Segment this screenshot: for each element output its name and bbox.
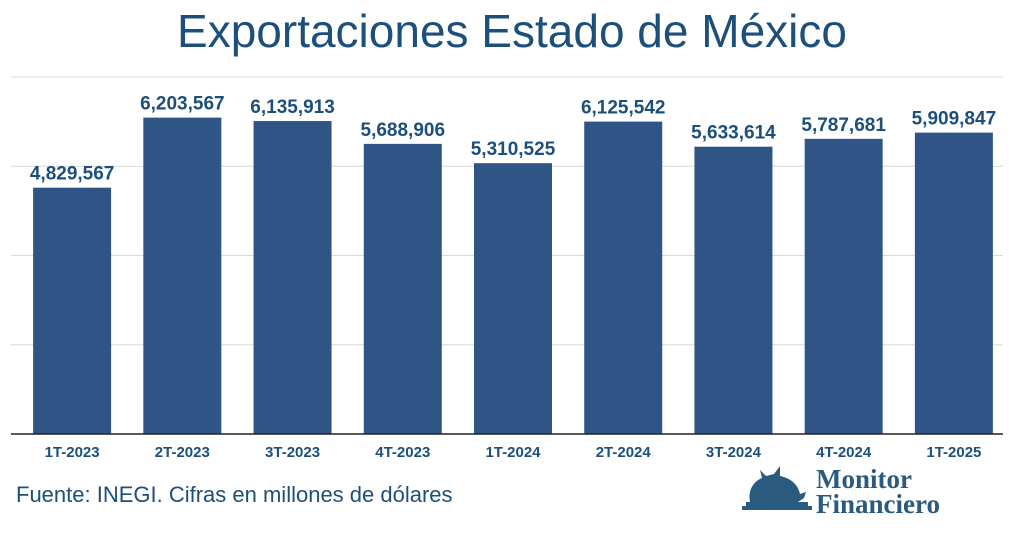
x-tick-label: 2T-2024 — [596, 444, 652, 461]
data-label: 4,829,567 — [30, 164, 115, 185]
bar — [33, 187, 112, 434]
bar — [253, 121, 332, 435]
data-label: 5,633,614 — [691, 123, 776, 144]
data-label: 5,909,847 — [912, 109, 997, 130]
data-label: 6,135,913 — [250, 97, 335, 118]
data-label: 5,688,906 — [361, 120, 446, 141]
data-label: 6,125,542 — [581, 98, 666, 119]
data-label: 5,787,681 — [801, 115, 886, 136]
monitor-financiero-logo: Monitor Financiero — [742, 464, 940, 518]
x-tick-label: 1T-2025 — [926, 444, 981, 461]
bar — [804, 138, 883, 435]
bar — [694, 146, 773, 435]
bar — [363, 143, 442, 435]
bar — [474, 163, 552, 435]
x-tick-label: 3T-2023 — [265, 444, 320, 461]
x-tick-label: 2T-2023 — [155, 444, 210, 461]
bar — [914, 132, 993, 434]
logo-text-line2: Financiero — [816, 489, 940, 518]
bar — [143, 117, 222, 435]
x-tick-label: 4T-2024 — [816, 444, 872, 461]
x-tick-label: 1T-2024 — [485, 444, 541, 461]
bull-icon — [742, 466, 812, 510]
x-tick-label: 3T-2024 — [706, 444, 762, 461]
x-tick-label: 1T-2023 — [45, 444, 100, 461]
data-label: 5,310,525 — [471, 139, 556, 160]
x-tick-label: 4T-2023 — [375, 444, 430, 461]
source-note: Fuente: INEGI. Cifras en millones de dól… — [16, 482, 453, 507]
logo-text-line1: Monitor — [816, 464, 912, 494]
bar-chart: 4,829,567 1T-2023 6,203,567 2T-2023 6,135,91… — [11, 76, 1003, 461]
chart-title: Exportaciones Estado de México — [177, 5, 847, 57]
data-label: 6,203,567 — [140, 94, 225, 115]
bar — [584, 121, 663, 435]
